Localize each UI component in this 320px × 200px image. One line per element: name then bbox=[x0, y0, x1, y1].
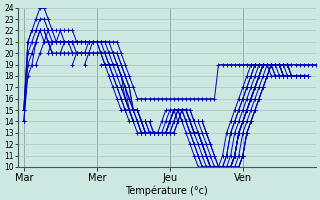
X-axis label: Température (°c): Température (°c) bbox=[125, 185, 208, 196]
